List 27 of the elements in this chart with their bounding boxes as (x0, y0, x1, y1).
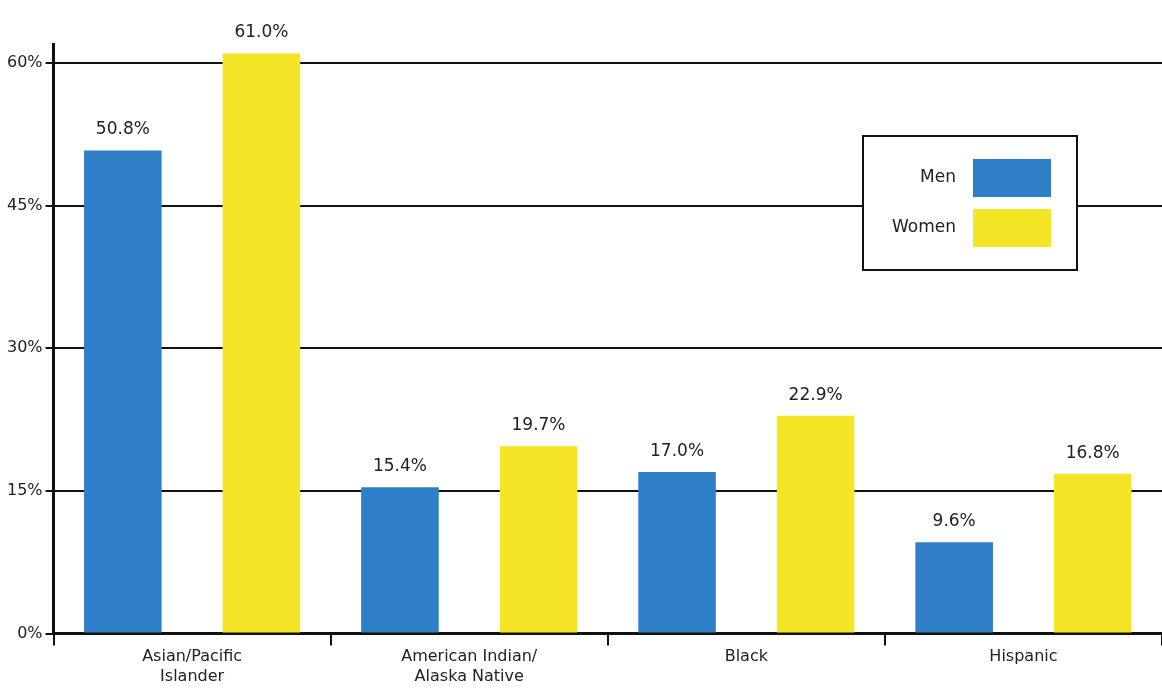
data-label: 22.9% (788, 383, 843, 404)
y-tick-label: 0% (17, 622, 43, 642)
bar (1053, 473, 1132, 633)
bar (222, 53, 301, 633)
x-tick-label: Black (724, 646, 769, 666)
legend-label: Women (891, 216, 956, 237)
y-tick-label: 30% (7, 337, 43, 357)
bar (915, 542, 993, 633)
data-label: 9.6% (932, 510, 976, 531)
data-label: 15.4% (372, 455, 427, 476)
x-tick-label: Asian/Pacific Islander (142, 646, 243, 685)
bar (361, 487, 439, 633)
bar (638, 471, 716, 633)
bar (84, 150, 162, 633)
y-tick-label: 15% (7, 480, 43, 500)
data-label: 61.0% (234, 21, 289, 42)
data-label: 19.7% (511, 414, 566, 435)
bar (776, 415, 855, 633)
bar (499, 446, 578, 633)
data-label: 16.8% (1065, 441, 1120, 462)
data-label: 17.0% (650, 439, 705, 460)
data-label: 50.8% (95, 118, 150, 139)
y-tick-label: 60% (7, 52, 43, 72)
legend-label: Men (920, 166, 956, 187)
x-tick-label: American Indian/ Alaska Native (401, 646, 538, 685)
x-tick-label: Hispanic (989, 646, 1058, 666)
y-tick-label: 45% (7, 194, 43, 214)
